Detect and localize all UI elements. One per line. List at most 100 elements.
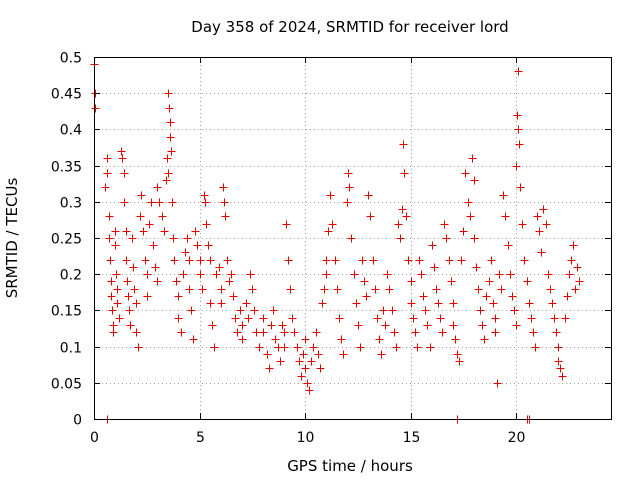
data-point	[558, 372, 567, 381]
data-point	[447, 277, 456, 286]
data-point	[442, 234, 451, 243]
data-point	[288, 314, 297, 323]
data-point	[172, 277, 181, 286]
data-point	[377, 350, 386, 359]
data-point	[233, 328, 242, 337]
data-point	[398, 205, 407, 214]
data-point	[153, 277, 162, 286]
data-point	[461, 169, 470, 178]
data-point	[248, 285, 257, 294]
data-point	[459, 227, 468, 236]
data-point	[290, 328, 299, 337]
data-point	[166, 118, 175, 127]
data-point	[491, 314, 500, 323]
data-point	[356, 343, 365, 352]
data-point	[255, 343, 264, 352]
data-point	[402, 212, 411, 221]
data-point	[407, 277, 416, 286]
data-point	[320, 285, 329, 294]
data-point	[542, 220, 551, 229]
data-point	[434, 299, 443, 308]
data-point	[267, 321, 276, 330]
data-point	[512, 321, 521, 330]
data-point	[206, 299, 215, 308]
data-point	[362, 292, 371, 301]
data-point	[550, 314, 559, 323]
x-axis: 0 5 10 15 20	[90, 57, 525, 446]
data-point	[106, 256, 115, 265]
data-point	[118, 154, 127, 163]
grid	[94, 57, 611, 419]
data-point	[399, 140, 408, 149]
data-point	[413, 343, 422, 352]
data-point	[504, 241, 513, 250]
data-point	[371, 285, 380, 294]
data-point	[113, 299, 122, 308]
data-point	[164, 89, 173, 98]
data-point	[220, 198, 229, 207]
data-point	[470, 234, 479, 243]
data-point	[132, 299, 141, 308]
data-point	[252, 328, 261, 337]
data-point	[449, 299, 458, 308]
data-point	[139, 227, 148, 236]
data-point	[529, 328, 538, 337]
data-point	[544, 270, 553, 279]
data-point	[105, 212, 114, 221]
data-point	[191, 227, 200, 236]
data-point	[198, 285, 207, 294]
data-point	[491, 328, 500, 337]
data-point	[305, 386, 314, 395]
data-point	[109, 321, 118, 330]
data-point	[316, 364, 325, 373]
data-point	[122, 256, 131, 265]
data-point	[314, 350, 323, 359]
data-point	[468, 154, 477, 163]
data-point	[91, 104, 100, 113]
data-point	[383, 270, 392, 279]
data-point	[170, 256, 179, 265]
data-point	[354, 321, 363, 330]
data-point	[430, 263, 439, 272]
data-point	[514, 125, 523, 134]
data-point	[259, 328, 268, 337]
data-point	[352, 299, 361, 308]
data-point	[111, 227, 120, 236]
data-point	[124, 292, 133, 301]
data-point	[221, 212, 230, 221]
y-tick-label: 0.45	[51, 87, 82, 103]
data-point	[151, 263, 160, 272]
data-point	[324, 227, 333, 236]
data-point	[482, 292, 491, 301]
data-point	[177, 328, 186, 337]
data-point	[571, 285, 580, 294]
data-point	[217, 285, 226, 294]
y-tick-label: 0.5	[60, 51, 82, 67]
data-point	[476, 306, 485, 315]
data-point	[415, 256, 424, 265]
data-point	[236, 306, 245, 315]
data-point	[200, 191, 209, 200]
data-point	[212, 270, 221, 279]
data-point	[520, 256, 529, 265]
data-point	[303, 379, 312, 388]
data-point	[120, 169, 129, 178]
data-point	[122, 227, 131, 236]
data-point	[487, 256, 496, 265]
x-tick-label: 20	[508, 430, 526, 446]
y-axis-title: SRMTID / TECUs	[3, 178, 21, 299]
data-point	[165, 104, 174, 113]
data-point	[280, 328, 289, 337]
data-point	[409, 314, 418, 323]
data-point	[337, 335, 346, 344]
data-point	[129, 263, 138, 272]
data-point	[343, 198, 352, 207]
data-point	[120, 198, 129, 207]
data-point	[499, 191, 508, 200]
data-point	[385, 285, 394, 294]
data-point	[263, 350, 272, 359]
x-axis-title: GPS time / hours	[287, 457, 413, 475]
data-point	[217, 299, 226, 308]
data-point	[145, 220, 154, 229]
